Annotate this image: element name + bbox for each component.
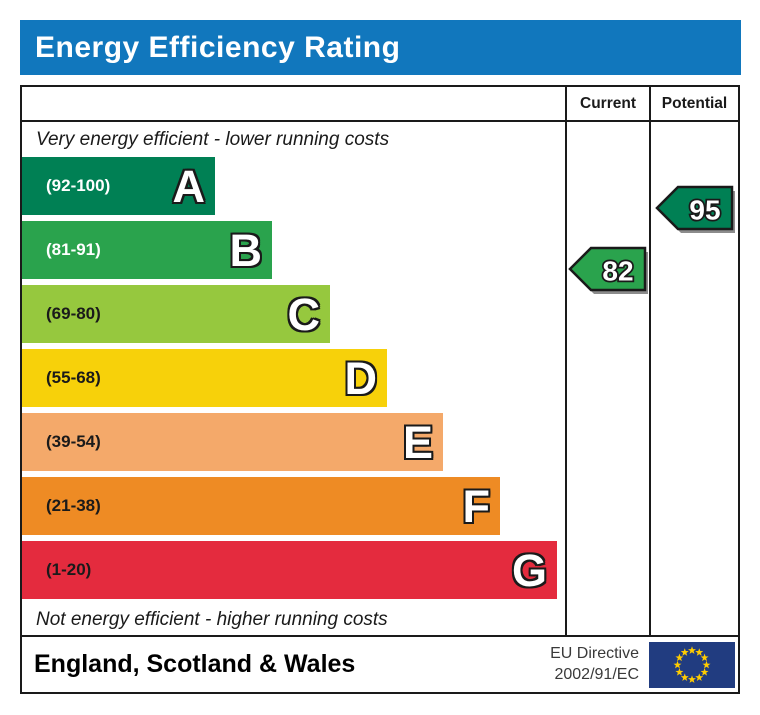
band-letter: A xyxy=(172,160,206,212)
title-bar: Energy Efficiency Rating xyxy=(20,20,741,75)
band-row-c: (69-80) C xyxy=(22,285,330,343)
header-current-label: Current xyxy=(565,87,649,122)
energy-rating-chart: Current Potential Very energy efficient … xyxy=(20,85,740,637)
band-letter: D xyxy=(344,352,378,404)
band-row-g: (1-20) G xyxy=(22,541,557,599)
band-letter: F xyxy=(462,480,491,532)
eu-directive-line2: 2002/91/EC xyxy=(554,665,639,683)
current-arrow-value: 82 xyxy=(602,256,633,287)
band-range-label: (39-54) xyxy=(46,432,101,451)
bands-column: Very energy efficient - lower running co… xyxy=(22,122,565,635)
current-arrow: 82 xyxy=(568,246,648,294)
band-range-label: (92-100) xyxy=(46,176,111,195)
region-label: England, Scotland & Wales xyxy=(34,650,356,678)
band-row-b: (81-91) B xyxy=(22,221,272,279)
band-row-a: (92-100) A xyxy=(22,157,215,215)
band-letter: E xyxy=(402,416,433,468)
band-row-f: (21-38) F xyxy=(22,477,500,535)
current-column: 82 xyxy=(565,122,649,635)
band-range-label: (1-20) xyxy=(46,560,92,579)
band-letter: C xyxy=(287,288,321,340)
potential-arrow: 95 xyxy=(654,185,735,233)
band-letter: G xyxy=(511,544,547,596)
potential-arrow-value: 95 xyxy=(689,195,720,226)
band-row-d: (55-68) D xyxy=(22,349,387,407)
eu-directive-line1: EU Directive xyxy=(550,644,639,662)
band-range-label: (21-38) xyxy=(46,496,101,515)
header-spacer xyxy=(22,87,565,122)
eu-flag-icon xyxy=(649,641,735,688)
header-potential-label: Potential xyxy=(649,87,738,122)
band-range-label: (81-91) xyxy=(46,240,101,259)
band-letter: B xyxy=(229,224,263,276)
potential-column: 95 xyxy=(649,122,738,635)
band-range-label: (55-68) xyxy=(46,368,101,387)
eu-directive-text: EU Directive 2002/91/EC xyxy=(550,644,639,686)
band-range-label: (69-80) xyxy=(46,304,101,323)
band-row-e: (39-54) E xyxy=(22,413,443,471)
top-note: Very energy efficient - lower running co… xyxy=(36,129,390,150)
bottom-note: Not energy efficient - higher running co… xyxy=(36,609,388,630)
footer-bar: England, Scotland & Wales EU Directive 2… xyxy=(20,635,740,694)
page-title: Energy Efficiency Rating xyxy=(35,30,401,64)
